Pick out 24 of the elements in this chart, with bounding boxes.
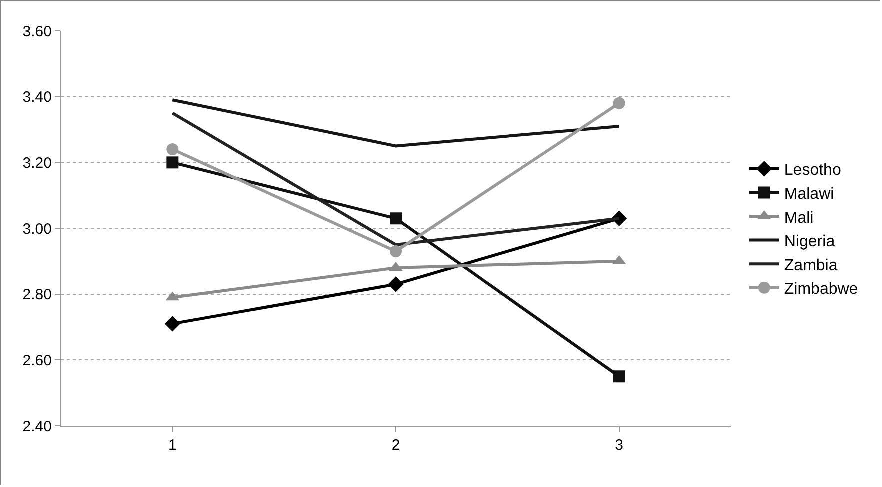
y-tick-label: 3.00 [22,220,52,238]
y-tick-label: 2.40 [22,418,52,436]
y-tick-label: 2.60 [22,352,52,370]
x-tick-label: 3 [615,437,624,454]
point [613,370,626,383]
point [388,276,404,292]
point [166,144,179,156]
y-tick-label: 3.20 [22,154,52,172]
point [613,97,626,110]
legend-label: Mali [784,210,814,227]
y-tick-label: 3.40 [22,89,52,106]
point [166,156,179,169]
point [390,246,402,258]
y-tick-label: 3.60 [22,23,52,40]
legend-label: Zambia [784,257,838,274]
legend-label: Malawi [784,186,834,203]
legend-label: Lesotho [784,162,842,180]
point [164,316,180,332]
x-tick-label: 1 [168,437,177,454]
point [390,212,402,225]
legend-label: Zimbabwe [784,281,858,298]
y-tick-label: 2.80 [22,286,52,304]
x-tick-label: 2 [392,437,400,454]
legend-label: Nigeria [784,234,836,251]
